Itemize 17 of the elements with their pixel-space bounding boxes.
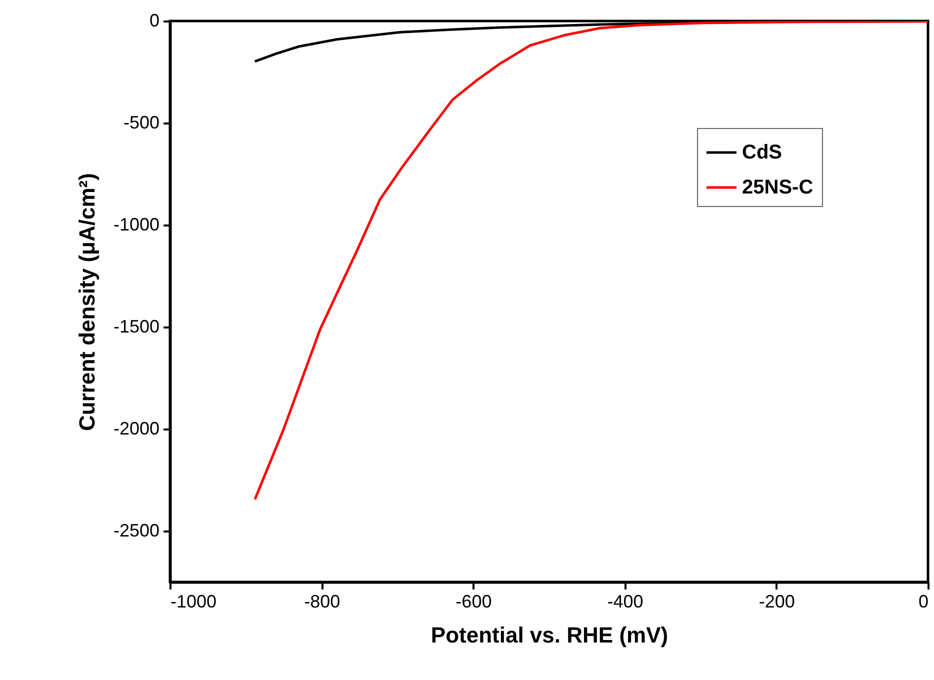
x-tick-label: -1000: [170, 592, 217, 612]
y-tick-label: -500: [123, 112, 160, 132]
y-axis-title: Current density (μA/cm²): [74, 173, 100, 431]
y-tick-label: -2500: [113, 520, 160, 540]
x-axis-title: Potential vs. RHE (mV): [430, 622, 668, 648]
legend-label: CdS: [742, 142, 782, 164]
y-tick-label: -1500: [113, 316, 160, 336]
legend-label: 25NS-C: [742, 176, 814, 198]
x-tick-label: 0: [918, 592, 928, 612]
line-series: [254, 21, 928, 501]
x-tick-label: -800: [304, 592, 340, 612]
y-tick-label: -2000: [113, 418, 160, 438]
x-tick-label: -200: [758, 592, 795, 612]
y-tick-label: -1000: [113, 214, 160, 234]
y-tick-label: 0: [149, 10, 160, 30]
x-tick-label: -600: [456, 592, 492, 612]
x-tick-label: -400: [607, 592, 644, 612]
